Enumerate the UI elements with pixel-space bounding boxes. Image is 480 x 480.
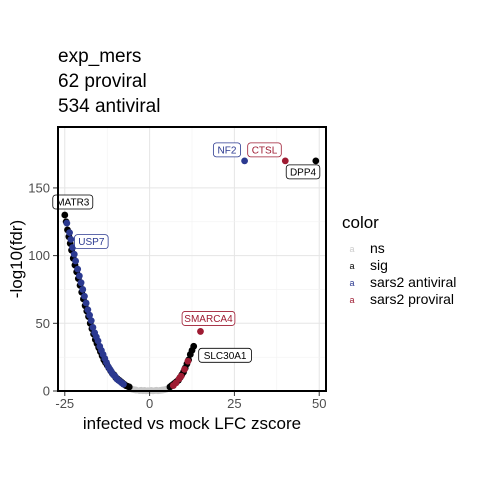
gene-label-text: SMARCA4 <box>184 314 233 325</box>
y-tick-label: 0 <box>43 384 50 399</box>
title-line-1: exp_mers <box>58 46 141 67</box>
y-tick-label: 50 <box>36 316 50 331</box>
axis-ticks: -25 0 25 50 0 50 100 150 <box>28 180 326 411</box>
point-sig <box>125 383 133 391</box>
gene-label-box <box>247 142 282 158</box>
legend-label: ns <box>370 240 385 256</box>
point-sars2-antiviral <box>241 157 248 165</box>
point-sars2-antiviral <box>67 235 75 243</box>
gene-label-box <box>52 194 94 210</box>
y-axis-title: -log10(fdr) <box>7 220 26 298</box>
gene-label-nf2: NF2 <box>212 142 241 158</box>
gene-label-box <box>212 142 241 158</box>
point-sars2-antiviral <box>75 272 83 280</box>
data-points <box>61 157 320 395</box>
gene-label-text: MATR3 <box>56 198 90 209</box>
x-tick-label: 50 <box>312 396 326 411</box>
gene-label-text: USP7 <box>78 237 105 248</box>
gene-label-text: SLC30A1 <box>204 351 247 362</box>
point-sars2-antiviral <box>87 317 95 324</box>
legend-entry-sig: a sig <box>349 257 387 273</box>
point-sars2-proviral <box>281 157 289 165</box>
point-sars2-proviral <box>184 357 192 365</box>
point-sars2-proviral <box>197 328 204 335</box>
title-line-3: 534 antiviral <box>58 96 160 117</box>
point-sig <box>312 157 320 165</box>
gene-label-text: DPP4 <box>290 167 317 178</box>
legend-entries: a ns a sig a sars2 antiviral a sars2 proviral <box>349 240 456 307</box>
gene-label-text: CTSL <box>252 145 278 156</box>
legend-key: a <box>349 244 354 254</box>
legend-label: sig <box>370 257 388 273</box>
point-sars2-proviral <box>181 365 188 373</box>
gene-label-box <box>181 311 236 326</box>
legend-key: a <box>349 278 354 288</box>
point-sars2-antiviral <box>63 219 71 227</box>
gene-label-box <box>285 164 321 180</box>
legend-title: color <box>342 213 379 232</box>
x-tick-label: 0 <box>146 396 153 411</box>
x-axis-title: infected vs mock LFC zscore <box>83 414 301 433</box>
point-sig <box>61 211 69 219</box>
gene-label-slc30a1: SLC30A1 <box>198 347 252 363</box>
x-tick-label: -25 <box>55 396 74 411</box>
point-sars2-antiviral <box>120 380 127 388</box>
legend-key: a <box>349 261 354 271</box>
legend-label: sars2 antiviral <box>370 274 456 290</box>
gene-labels: NF2 CTSL DPP4 MATR3 USP7 SMARCA4 SLC30A1 <box>52 142 321 363</box>
gene-label-dpp4: DPP4 <box>285 164 321 180</box>
legend-label: sars2 proviral <box>370 291 454 307</box>
point-sars2-antiviral <box>79 286 87 293</box>
point-sars2-antiviral <box>74 265 82 273</box>
point-sars2-antiviral <box>94 337 102 345</box>
y-tick-label: 150 <box>28 180 50 195</box>
gene-label-text: NF2 <box>218 145 237 156</box>
panel-border <box>57 126 327 392</box>
legend-entry-sars2-proviral: a sars2 proviral <box>349 291 454 307</box>
point-sig <box>190 342 198 350</box>
gene-label-smarca4: SMARCA4 <box>181 311 236 326</box>
point-sars2-antiviral <box>86 311 93 319</box>
legend: color a ns a sig a sars2 antiviral a sars2 prov… <box>342 213 456 307</box>
point-sars2-antiviral <box>77 279 85 287</box>
title-line-2: 62 proviral <box>58 71 147 92</box>
y-tick-label: 100 <box>28 248 50 263</box>
point-sars2-antiviral <box>81 292 88 300</box>
point-sars2-antiviral <box>84 306 92 314</box>
legend-key: a <box>349 295 354 305</box>
point-sars2-antiviral <box>66 229 73 237</box>
gene-label-ctsl: CTSL <box>247 142 282 158</box>
legend-entry-sars2-antiviral: a sars2 antiviral <box>349 274 456 290</box>
x-tick-label: 25 <box>227 396 241 411</box>
grid-lines <box>58 127 326 392</box>
point-sars2-antiviral <box>89 323 97 331</box>
legend-entry-ns: a ns <box>349 240 384 256</box>
gene-label-usp7: USP7 <box>74 234 109 250</box>
point-sars2-proviral <box>177 372 185 380</box>
point-sars2-antiviral <box>70 250 78 258</box>
gene-label-box <box>74 234 109 250</box>
gene-label-matr3: MATR3 <box>52 194 94 210</box>
chart-title: exp_mers 62 proviral 534 antiviral <box>58 46 160 117</box>
point-sars2-antiviral <box>82 299 90 307</box>
point-sars2-antiviral <box>72 257 80 265</box>
gene-label-box <box>198 347 252 363</box>
